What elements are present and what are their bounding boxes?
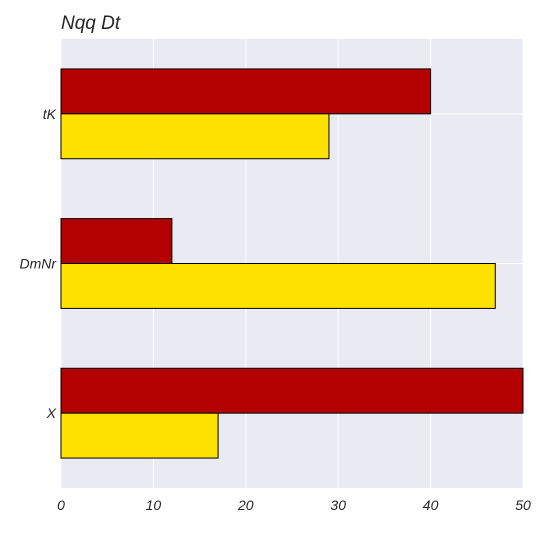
x-axis-ticks: 0 10 20 30 40 50 [57, 497, 531, 513]
y-tick-label-1: DmNr [19, 256, 57, 272]
x-tick-label-3: 30 [330, 497, 346, 513]
chart-title: Nqq Dt [61, 13, 121, 34]
bar-2-X [60, 412, 219, 459]
bar-2-DmNr [60, 263, 496, 309]
x-tick-label-2: 20 [237, 497, 254, 513]
x-tick-label-1: 10 [146, 497, 162, 513]
bar-1-X [60, 367, 524, 414]
bar-2-tK [60, 113, 330, 160]
bars [60, 68, 524, 459]
y-axis-ticks: tK DmNr X [19, 106, 57, 421]
x-tick-label-0: 0 [57, 497, 65, 513]
x-tick-label-4: 40 [423, 497, 439, 513]
x-tick-label-5: 50 [515, 497, 531, 513]
y-tick-label-2: X [46, 405, 57, 421]
bar-1-tK [60, 68, 432, 115]
bar-1-DmNr [60, 218, 173, 265]
y-tick-label-0: tK [43, 106, 57, 122]
